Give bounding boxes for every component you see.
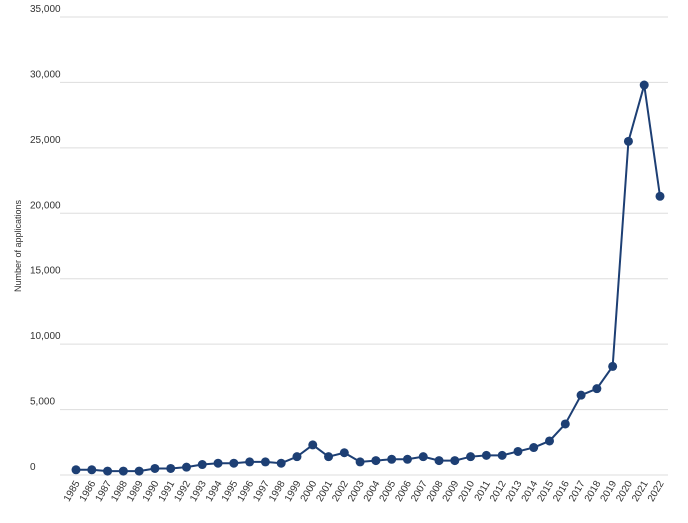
y-tick-label: 10,000 bbox=[30, 331, 61, 342]
point bbox=[434, 456, 444, 466]
point bbox=[418, 452, 428, 462]
point bbox=[134, 466, 144, 476]
y-tick-label: 35,000 bbox=[30, 4, 61, 15]
point bbox=[513, 446, 523, 456]
point bbox=[71, 465, 81, 475]
point bbox=[308, 440, 318, 450]
point bbox=[529, 443, 539, 453]
point bbox=[118, 466, 128, 476]
point bbox=[623, 136, 633, 146]
point bbox=[229, 458, 239, 468]
x-tick-label: 2022 bbox=[646, 479, 667, 504]
y-tick-label: 30,000 bbox=[30, 69, 61, 80]
point bbox=[181, 462, 191, 472]
point bbox=[371, 456, 381, 466]
point bbox=[103, 466, 113, 476]
point bbox=[592, 384, 602, 394]
point bbox=[355, 457, 365, 467]
point bbox=[450, 456, 460, 466]
point bbox=[608, 361, 618, 371]
point bbox=[213, 458, 223, 468]
point bbox=[150, 463, 160, 473]
y-tick-label: 0 bbox=[30, 462, 36, 473]
point bbox=[87, 465, 97, 475]
point bbox=[260, 457, 270, 467]
point bbox=[292, 452, 302, 462]
point bbox=[387, 454, 397, 464]
point bbox=[166, 463, 176, 473]
y-tick-label: 15,000 bbox=[30, 266, 61, 277]
point bbox=[324, 452, 334, 462]
point bbox=[481, 450, 491, 460]
y-tick-label: 25,000 bbox=[30, 135, 61, 146]
y-tick-label: 20,000 bbox=[30, 200, 61, 211]
y-axis-label: Number of applications bbox=[13, 199, 23, 292]
point bbox=[639, 80, 649, 90]
point bbox=[560, 419, 570, 429]
line bbox=[76, 84, 661, 473]
x-tick-label: 2010 bbox=[457, 479, 478, 504]
point bbox=[402, 454, 412, 464]
point bbox=[576, 390, 586, 400]
point bbox=[276, 458, 286, 468]
y-tick-label: 5,000 bbox=[30, 397, 55, 408]
point bbox=[245, 457, 255, 467]
point bbox=[197, 460, 207, 470]
point bbox=[655, 191, 665, 201]
point bbox=[339, 448, 349, 458]
point bbox=[545, 436, 555, 446]
point bbox=[466, 452, 476, 462]
point bbox=[497, 450, 507, 460]
